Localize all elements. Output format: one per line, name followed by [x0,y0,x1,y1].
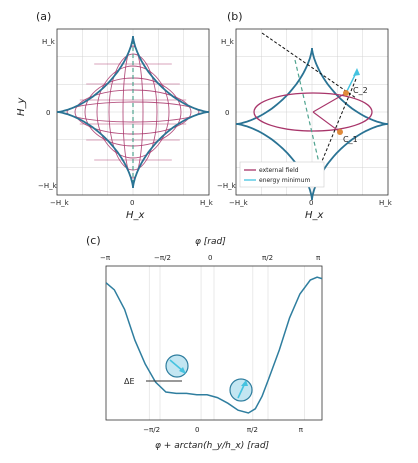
panel-a-xlabel: H_x [126,210,145,221]
panel-b: (b) C_2 C_1 external field energy minimu… [217,10,393,221]
bottom-tick-label: 0 [195,426,199,434]
panel-c-magnet-icon-left [165,354,189,378]
bottom-tick-label: π [299,426,304,434]
panel-c-bottom-xlabel: φ + arctan(h_y/h_x) [rad] [155,441,270,451]
legend-label-energy: energy minimum [259,177,310,184]
magnet-arrowhead-right [241,380,248,386]
panel-c-magnet-icon-right [229,378,253,402]
panel-a-astroid [57,36,209,188]
panel-c-delta-e-label: ΔE [124,377,135,386]
panel-b-field-line-c1 [312,111,341,133]
panel-a-ytick-mid: 0 [46,109,50,117]
top-tick-label: π [316,254,321,262]
panel-a-label: (a) [36,10,51,23]
panel-c-frame [105,265,323,421]
top-tick-label: −π [100,254,111,262]
panel-b-point-c2 [343,90,349,96]
panel-b-xtick-right: H_k [379,199,393,207]
panel-b-field-line-c2 [312,92,347,113]
panel-a-xtick-right: H_k [200,199,214,207]
panel-a-ylabel: H_y [16,96,27,116]
panel-b-label-c2: C_2 [353,86,368,95]
panel-a-ytick-bottom: −H_k [38,182,58,190]
panel-c-top-ticks: −π −π/2 0 π/2 π [100,254,321,262]
panel-a-ytick-top: H_k [42,38,56,46]
ellipse-curve [122,45,144,179]
panel-c-energy-curve [105,276,323,414]
panel-c: (c) φ [rad] −π −π/2 0 π/2 π −π/2 0 π/2 π ΔE φ +… [86,234,323,451]
panel-a: (a) H_k 0 −H_k −H_k 0 H_k H_x H_y [16,10,214,221]
legend-label-field: external field [259,167,299,174]
ellipse-curve [66,101,200,123]
bottom-tick-label: −π/2 [143,426,160,434]
bottom-tick-label: π/2 [247,426,258,434]
panel-b-ytick-bottom: −H_k [217,182,237,190]
panel-b-label: (b) [227,10,243,23]
panel-b-xlabel: H_x [305,210,324,221]
panel-b-point-c1 [337,129,343,135]
panel-b-legend: external field energy minimum [239,161,325,188]
panel-b-legend-box [239,161,325,188]
magnet-arrow-left [169,359,184,372]
panel-c-top-xlabel: φ [rad] [195,237,226,247]
panel-b-ytick-top: H_k [221,38,235,46]
top-tick-label: π/2 [262,254,273,262]
panel-b-tangent-c1 [314,78,357,179]
panel-c-label: (c) [86,234,101,247]
panel-b-xtick-mid: 0 [309,199,313,207]
panel-b-tangent-c2 [261,32,357,99]
panel-b-ytick-mid: 0 [225,109,229,117]
panel-a-xtick-left: −H_k [50,199,70,207]
panel-c-bottom-ticks: −π/2 0 π/2 π [143,426,304,434]
panel-b-energy-arrowhead [353,68,360,76]
panel-b-xtick-left: −H_k [229,199,249,207]
panel-b-label-c1: C_1 [343,135,358,144]
panel-b-field-ellipse [253,92,373,132]
ellipse-curve [96,65,170,159]
panel-a-xtick-mid: 0 [130,199,134,207]
top-tick-label: 0 [208,254,212,262]
top-tick-label: −π/2 [154,254,171,262]
magnet-arrowhead-left [179,367,186,374]
